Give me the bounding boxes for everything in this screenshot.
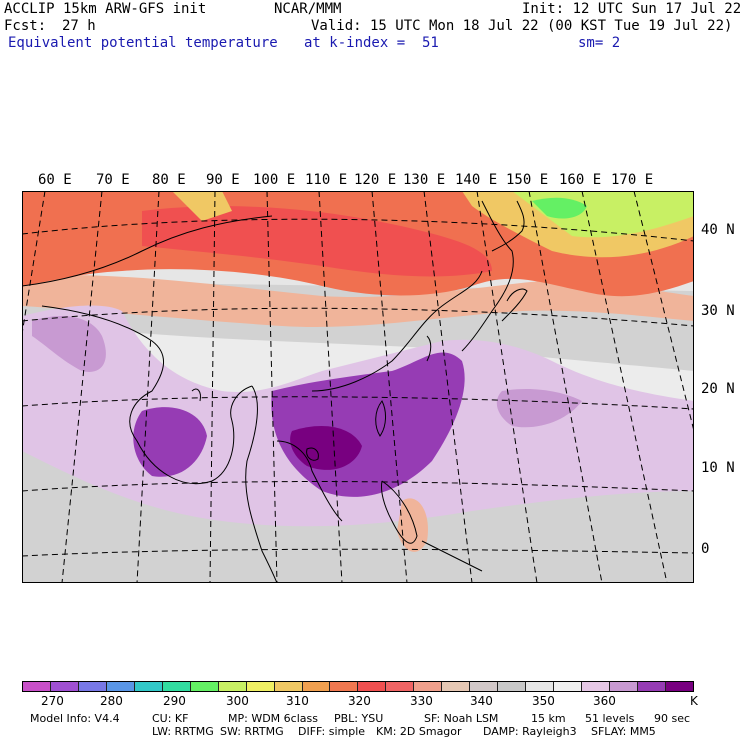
center-label: NCAR/MMM bbox=[274, 1, 342, 17]
footer-mp: MP: WDM 6class bbox=[228, 712, 318, 725]
footer-resolution: 15 km bbox=[531, 712, 566, 725]
field-band-325 bbox=[142, 206, 492, 277]
colorbar-swatch bbox=[637, 682, 666, 691]
forecast-label: Fcst: bbox=[4, 18, 47, 34]
colorbar-swatch bbox=[358, 682, 387, 691]
colorbar bbox=[22, 681, 694, 692]
colorbar-swatch bbox=[582, 682, 611, 691]
colorbar-label: 340 bbox=[470, 694, 493, 708]
colorbar-swatch bbox=[330, 682, 359, 691]
colorbar-label: 300 bbox=[226, 694, 249, 708]
colorbar-swatch bbox=[78, 682, 107, 691]
field-name: Equivalent potential temperature bbox=[8, 35, 278, 51]
colorbar-label: 350 bbox=[532, 694, 555, 708]
colorbar-label: 310 bbox=[286, 694, 309, 708]
lon-label: 140 E bbox=[455, 172, 498, 188]
colorbar-label: 290 bbox=[163, 694, 186, 708]
colorbar-swatch bbox=[498, 682, 527, 691]
colorbar-swatch bbox=[526, 682, 555, 691]
colorbar-swatch bbox=[246, 682, 275, 691]
map-frame bbox=[22, 191, 694, 583]
footer-sw: SW: RRTMG bbox=[220, 725, 284, 738]
model-title: ACCLIP 15km ARW-GFS init bbox=[4, 1, 207, 17]
colorbar-swatch bbox=[442, 682, 471, 691]
colorbar-label: 280 bbox=[100, 694, 123, 708]
lat-label: 30 N bbox=[701, 303, 735, 319]
footer-timestep: 90 sec bbox=[654, 712, 691, 725]
colorbar-label: 330 bbox=[410, 694, 433, 708]
footer-sf: SF: Noah LSM bbox=[424, 712, 499, 725]
footer-levels: 51 levels bbox=[585, 712, 635, 725]
latlon-grid bbox=[22, 191, 694, 583]
lon-label: 80 E bbox=[152, 172, 186, 188]
colorbar-swatch bbox=[665, 682, 693, 691]
footer-km: KM: 2D Smagor bbox=[376, 725, 462, 738]
coastline bbox=[22, 200, 528, 583]
lat-label: 0 bbox=[701, 541, 710, 557]
lon-label: 90 E bbox=[206, 172, 240, 188]
lon-label: 70 E bbox=[96, 172, 130, 188]
colorbar-swatch bbox=[106, 682, 135, 691]
colorbar-swatch bbox=[190, 682, 219, 691]
colorbar-swatch bbox=[23, 682, 51, 691]
colorbar-swatch bbox=[386, 682, 415, 691]
field-band-380 bbox=[290, 426, 362, 470]
lon-label: 110 E bbox=[305, 172, 348, 188]
colorbar-swatch bbox=[218, 682, 247, 691]
theta-e-map bbox=[22, 191, 694, 583]
colorbar-unit: K bbox=[690, 694, 698, 708]
footer-lw: LW: RRTMG bbox=[152, 725, 214, 738]
footer-sflay: SFLAY: MM5 bbox=[591, 725, 656, 738]
colorbar-label: 320 bbox=[348, 694, 371, 708]
colorbar-swatch bbox=[274, 682, 303, 691]
lon-label: 150 E bbox=[506, 172, 549, 188]
colorbar-swatch bbox=[414, 682, 443, 691]
lat-label: 20 N bbox=[701, 381, 735, 397]
lon-label: 160 E bbox=[559, 172, 602, 188]
lon-label: 60 E bbox=[38, 172, 72, 188]
init-time: Init: 12 UTC Sun 17 Jul 22 bbox=[522, 1, 740, 17]
colorbar-swatch bbox=[470, 682, 499, 691]
lon-label: 100 E bbox=[253, 172, 296, 188]
colorbar-swatch bbox=[610, 682, 638, 691]
colorbar-swatch bbox=[554, 682, 583, 691]
valid-time: Valid: 15 UTC Mon 18 Jul 22 (00 KST Tue … bbox=[311, 18, 733, 34]
footer-cu: CU: KF bbox=[152, 712, 189, 725]
footer-model-info: Model Info: V4.4 bbox=[30, 712, 120, 725]
lat-label: 40 N bbox=[701, 222, 735, 238]
field-band-300 bbox=[532, 197, 587, 219]
level-index: at k-index = 51 bbox=[304, 35, 439, 51]
lat-label: 10 N bbox=[701, 460, 735, 476]
footer-damp: DAMP: Rayleigh3 bbox=[483, 725, 577, 738]
colorbar-label: 360 bbox=[593, 694, 616, 708]
colorbar-swatch bbox=[302, 682, 331, 691]
lon-label: 120 E bbox=[354, 172, 397, 188]
colorbar-swatch bbox=[134, 682, 163, 691]
field-band-335 bbox=[22, 275, 694, 328]
lon-label: 170 E bbox=[611, 172, 654, 188]
footer-diff: DIFF: simple bbox=[298, 725, 366, 738]
smoothing: sm= 2 bbox=[578, 35, 621, 51]
lon-label: 130 E bbox=[403, 172, 446, 188]
footer-pbl: PBL: YSU bbox=[334, 712, 384, 725]
colorbar-label: 270 bbox=[41, 694, 64, 708]
forecast-hours: 27 h bbox=[62, 18, 96, 34]
colorbar-swatch bbox=[162, 682, 191, 691]
field-band-370 bbox=[32, 316, 106, 372]
colorbar-swatch bbox=[50, 682, 79, 691]
